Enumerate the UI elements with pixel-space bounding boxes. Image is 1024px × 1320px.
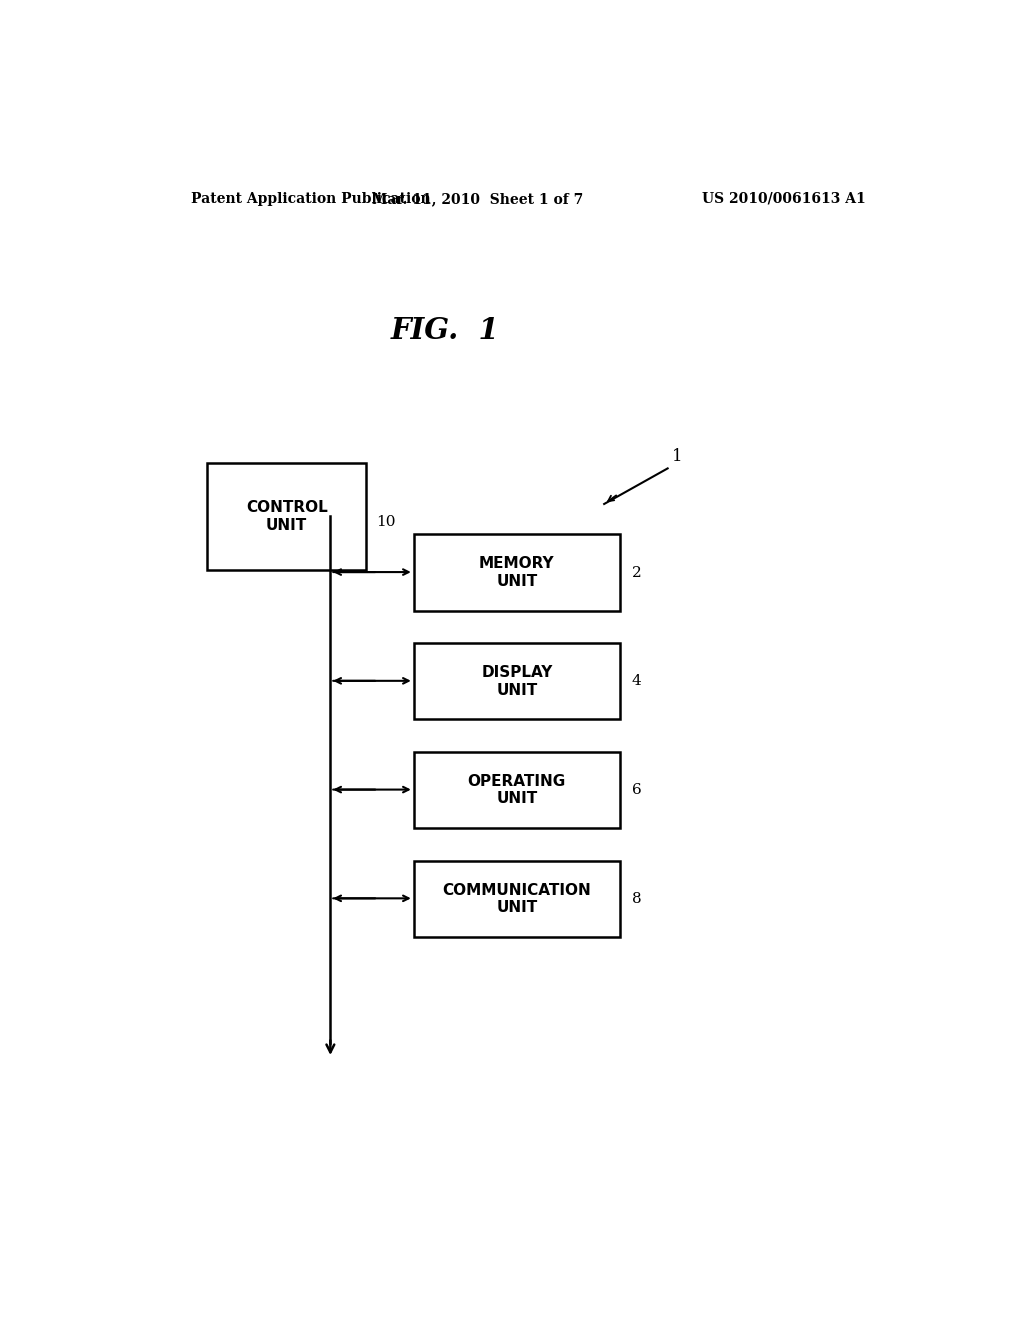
Text: Patent Application Publication: Patent Application Publication [191,191,431,206]
Text: OPERATING
UNIT: OPERATING UNIT [468,774,566,807]
Bar [414,861,620,937]
Text: 6: 6 [632,783,642,797]
Text: COMMUNICATION
UNIT: COMMUNICATION UNIT [442,883,591,915]
Text: 1: 1 [672,449,682,466]
Text: MEMORY
UNIT: MEMORY UNIT [479,557,555,589]
Text: 4: 4 [632,675,642,688]
Text: US 2010/0061613 A1: US 2010/0061613 A1 [702,191,866,206]
Bar [414,535,620,611]
Bar [414,643,620,719]
Text: 8: 8 [632,892,642,906]
Bar [207,463,367,570]
Text: FIG.  1: FIG. 1 [391,315,500,345]
Bar [414,752,620,828]
Text: 2: 2 [632,565,642,579]
Text: DISPLAY
UNIT: DISPLAY UNIT [481,665,553,697]
Text: Mar. 11, 2010  Sheet 1 of 7: Mar. 11, 2010 Sheet 1 of 7 [372,191,583,206]
Text: 10: 10 [377,515,396,529]
Text: CONTROL
UNIT: CONTROL UNIT [246,500,328,533]
